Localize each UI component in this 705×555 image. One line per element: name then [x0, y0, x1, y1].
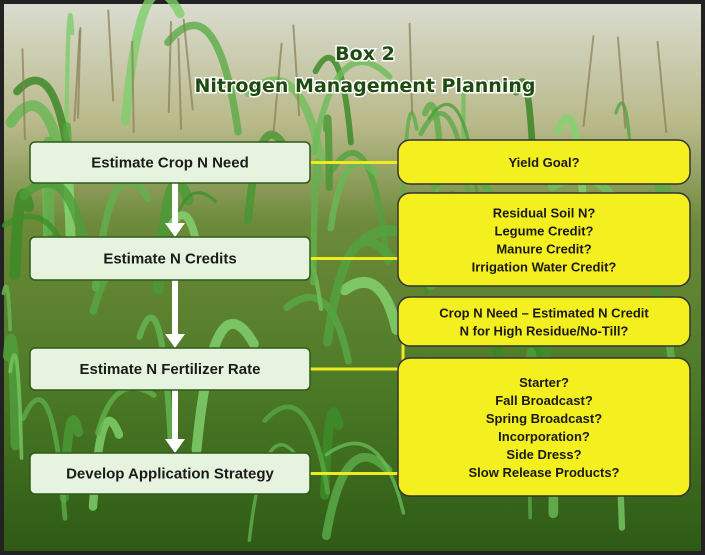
question-line: Crop N Need – Estimated N Credit — [439, 306, 649, 321]
connector — [310, 162, 410, 163]
leaf — [327, 118, 330, 187]
question-line: Fall Broadcast? — [495, 393, 593, 408]
question-line: Slow Release Products? — [469, 465, 620, 480]
question-line: Irrigation Water Credit? — [472, 260, 617, 275]
question-line: Residual Soil N? — [493, 206, 596, 221]
step-label: Estimate N Fertilizer Rate — [80, 361, 261, 378]
question-line: N for High Residue/No-Till? — [460, 324, 629, 339]
title-line1: Box 2 — [335, 43, 395, 65]
title-line2: Nitrogen Management Planning — [195, 75, 536, 97]
step: Estimate Crop N Need — [30, 142, 310, 183]
question-box — [398, 297, 690, 346]
question: Starter? Fall Broadcast? Spring Broadcast?… — [398, 358, 690, 496]
question-line: Incorporation? — [498, 429, 590, 444]
step: Estimate N Fertilizer Rate — [30, 348, 310, 390]
question-line: Starter? — [519, 375, 569, 390]
step: Develop Application Strategy — [30, 453, 310, 494]
question-line: Side Dress? — [506, 447, 581, 462]
step-label: Estimate Crop N Need — [91, 155, 249, 172]
question: Residual Soil N? Legume Credit? Manure Cre… — [398, 193, 690, 286]
question-line: Spring Broadcast? — [486, 411, 602, 426]
question: Crop N Need – Estimated N Credit N for Hi… — [398, 297, 690, 346]
diagram: Box 2 Nitrogen Management Planning Estim… — [0, 0, 705, 555]
question-line: Legume Credit? — [495, 224, 594, 239]
question-line: Manure Credit? — [496, 242, 591, 257]
question-line: Yield Goal? — [508, 155, 579, 170]
question: Yield Goal? — [398, 140, 690, 184]
step-label: Develop Application Strategy — [66, 466, 274, 483]
step-label: Estimate N Credits — [103, 251, 236, 268]
step: Estimate N Credits — [30, 237, 310, 280]
